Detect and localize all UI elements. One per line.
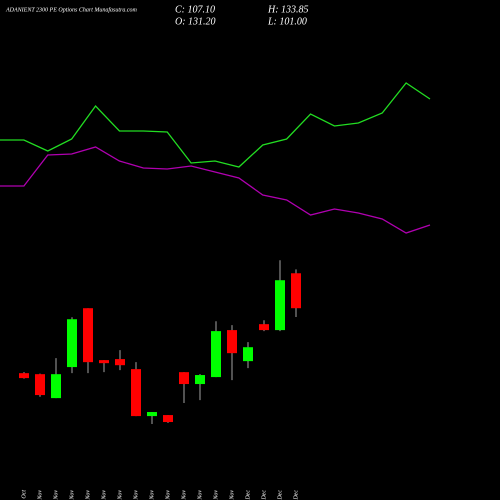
candle-body [259, 324, 269, 331]
candle-body [275, 280, 285, 331]
candle-body [115, 359, 125, 366]
x-tick-label: 25 Nov [181, 490, 187, 500]
x-tick-label: 03 Nov [37, 490, 43, 500]
info-close: C: 107.10 [175, 4, 215, 15]
x-tick-label: 03 Dec [277, 490, 283, 500]
candle-body [195, 375, 205, 385]
candle-body [147, 412, 157, 417]
x-tick-label: 28 Nov [229, 490, 235, 500]
x-tick-label: 13 Nov [149, 490, 155, 500]
candle-body [179, 372, 189, 385]
x-tick-label: 06 Nov [69, 490, 75, 500]
indicator-line [0, 82, 431, 168]
x-tick-label: 04 Nov [52, 490, 59, 500]
candle-body [243, 347, 253, 362]
info-low: L: 101.00 [267, 16, 307, 27]
x-tick-label: 04 Dec [292, 490, 299, 500]
x-tick-label: 21 Oct [21, 490, 27, 500]
candle-body [19, 373, 29, 379]
x-tick-label: 07 Nov [85, 490, 91, 500]
candle-body [51, 374, 61, 399]
candle-body [163, 415, 173, 423]
x-tick-label: 27 Nov [213, 490, 219, 500]
x-tick-label: 26 Nov [197, 490, 203, 500]
x-tick-label: 11 Nov [117, 490, 123, 500]
info-open: O: 131.20 [175, 16, 216, 27]
chart-title: ADANIENT 2300 PE Options Chart Munafasut… [5, 6, 138, 13]
x-tick-label: 12 Nov [133, 490, 139, 500]
x-tick-label: 01 Dec [245, 490, 251, 500]
x-tick-label: 02 Dec [261, 490, 267, 500]
x-tick-label: 14 Nov [164, 490, 171, 500]
indicator-line [0, 146, 431, 234]
info-high: H: 133.85 [267, 4, 309, 15]
candle-body [67, 319, 77, 368]
candle-body [131, 369, 141, 417]
candle-body [99, 360, 109, 364]
candle-body [35, 374, 45, 396]
x-tick-label: 10 Nov [101, 490, 107, 500]
candle-body [83, 308, 93, 363]
candle-body [291, 273, 301, 309]
candle-body [211, 331, 221, 378]
candle-body [227, 330, 237, 354]
